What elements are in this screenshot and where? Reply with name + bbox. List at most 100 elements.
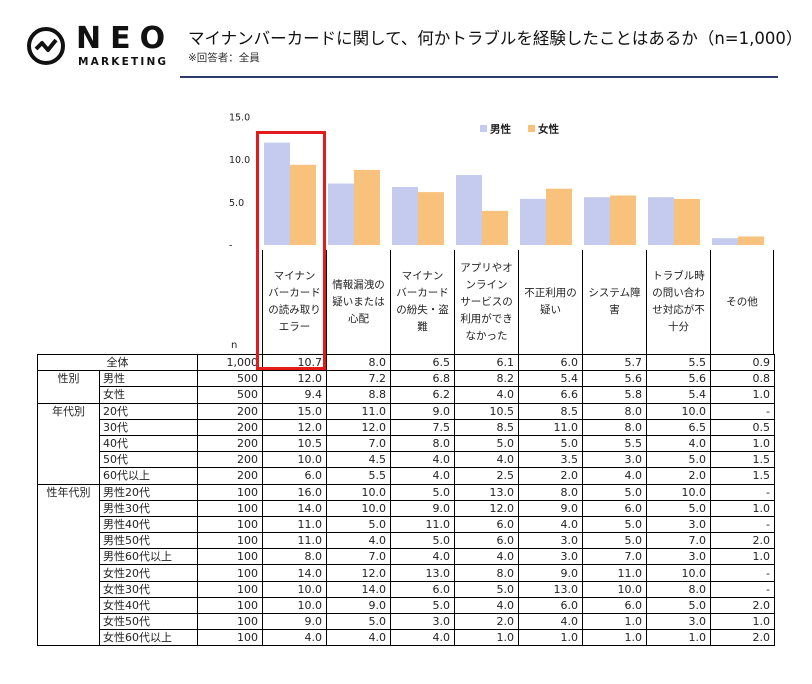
category-label: マイナン バーカード の読み取り エラー xyxy=(262,250,326,354)
value-cell: 2.0 xyxy=(646,467,711,485)
value-cell: 1.5 xyxy=(710,451,775,469)
value-cell: 9.4 xyxy=(262,386,327,404)
value-cell: 7.2 xyxy=(326,370,391,388)
value-cell: 3.0 xyxy=(518,548,583,566)
category-label: 不正利用の 疑い xyxy=(518,250,582,354)
value-cell: 5.0 xyxy=(390,483,455,501)
category-label: システム障 害 xyxy=(582,250,646,354)
row-label: 50代 xyxy=(99,451,198,469)
value-cell: 10.0 xyxy=(582,580,647,598)
n-cell: 100 xyxy=(197,532,263,550)
value-cell: 8.0 xyxy=(390,434,455,453)
value-cell: 4.0 xyxy=(582,467,647,485)
value-cell: 6.0 xyxy=(454,515,519,534)
value-cell: 8.0 xyxy=(646,580,711,598)
value-cell: 6.1 xyxy=(454,353,519,372)
value-cell: 1.0 xyxy=(582,612,647,631)
bar-male xyxy=(264,142,290,245)
value-cell: 4.0 xyxy=(454,451,519,469)
logo-subtext: MARKETING xyxy=(78,56,169,68)
legend-label: 女性 xyxy=(538,123,559,136)
bar-female xyxy=(482,210,508,245)
table-row: 女性60代以上 100 4.0 4.0 4.0 1.0 1.0 1.0 1.0 2.0 xyxy=(38,629,775,647)
data-table: 全体 1,000 10.7 8.0 6.5 6.1 6.0 5.7 5.5 0.9 性別 男性 500 1… xyxy=(37,353,775,647)
row-label: 男性20代 xyxy=(99,483,198,501)
value-cell: 5.0 xyxy=(582,515,647,534)
value-cell: 5.0 xyxy=(646,596,711,615)
table-row: 30代 200 12.0 12.0 7.5 8.5 11.0 8.0 6.5 0.5 xyxy=(38,418,775,436)
value-cell: 12.0 xyxy=(262,370,327,388)
category-label: その他 xyxy=(710,250,774,354)
value-cell: 3.0 xyxy=(390,612,455,631)
group-label: 性別 xyxy=(37,370,100,404)
value-cell: 7.0 xyxy=(582,548,647,566)
respondent-note: ※回答者：全員 xyxy=(188,52,260,64)
value-cell: - xyxy=(710,564,775,582)
value-cell: 5.0 xyxy=(582,483,647,501)
value-cell: 6.2 xyxy=(390,386,455,404)
row-label: 女性 xyxy=(99,386,198,404)
row-label: 40代 xyxy=(99,434,198,453)
value-cell: 1.0 xyxy=(710,612,775,631)
value-cell: 8.5 xyxy=(454,418,519,436)
value-cell: 8.0 xyxy=(454,564,519,582)
value-cell: 5.4 xyxy=(518,370,583,388)
table-row: 女性 500 9.4 8.8 6.2 4.0 6.6 5.8 5.4 1.0 xyxy=(38,386,775,404)
value-cell: 3.5 xyxy=(518,451,583,469)
value-cell: 7.0 xyxy=(646,532,711,550)
value-cell: 5.0 xyxy=(454,434,519,453)
bar-female xyxy=(546,188,572,245)
value-cell: 4.5 xyxy=(326,451,391,469)
value-cell: 12.0 xyxy=(262,418,327,436)
table-row: 女性30代 100 10.0 14.0 6.0 5.0 13.0 10.0 8.0- xyxy=(38,580,775,598)
value-cell: 5.5 xyxy=(326,467,391,485)
y-tick-label: 15.0 xyxy=(229,113,250,124)
n-cell: 100 xyxy=(197,548,263,566)
value-cell: 5.7 xyxy=(582,353,647,372)
value-cell: 10.5 xyxy=(262,434,327,453)
value-cell: 0.9 xyxy=(710,353,775,372)
value-cell: 9.0 xyxy=(390,402,455,420)
value-cell: 3.0 xyxy=(646,515,711,534)
value-cell: 5.5 xyxy=(582,434,647,453)
value-cell: 8.8 xyxy=(326,386,391,404)
value-cell: 11.0 xyxy=(390,515,455,534)
value-cell: 6.0 xyxy=(390,580,455,598)
value-cell: 6.0 xyxy=(582,596,647,615)
n-cell: 500 xyxy=(197,370,263,388)
value-cell: 6.5 xyxy=(646,418,711,436)
table-row: 性別 男性 500 12.0 7.2 6.8 8.2 5.4 5.6 5.6 0.8 xyxy=(37,370,775,404)
row-label: 男性 xyxy=(99,370,198,388)
value-cell: 5.0 xyxy=(390,532,455,550)
value-cell: 15.0 xyxy=(262,402,327,420)
value-cell: 6.0 xyxy=(582,499,647,517)
value-cell: 11.0 xyxy=(518,418,583,436)
value-cell: 9.0 xyxy=(518,499,583,517)
value-cell: 6.0 xyxy=(454,532,519,550)
value-cell: 8.0 xyxy=(262,548,327,566)
value-cell: 2.5 xyxy=(454,467,519,485)
n-cell: 1,000 xyxy=(197,353,263,372)
row-label: 男性60代以上 xyxy=(99,548,198,566)
value-cell: 5.4 xyxy=(646,386,711,404)
logo-word: NEO xyxy=(76,21,175,56)
value-cell: 1.0 xyxy=(518,629,583,647)
n-cell: 200 xyxy=(197,434,263,453)
value-cell: 0.8 xyxy=(710,370,775,388)
bar-male xyxy=(520,198,546,245)
row-label: 女性50代 xyxy=(99,612,198,631)
bar-male xyxy=(392,186,418,245)
category-header-row: マイナン バーカード の読み取り エラー 情報漏洩の 疑いまたは 心配 マイナン バ… xyxy=(262,250,774,354)
bar-male xyxy=(456,175,482,245)
n-cell: 500 xyxy=(197,386,263,404)
value-cell: 5.6 xyxy=(646,370,711,388)
value-cell: 3.0 xyxy=(582,451,647,469)
value-cell: 14.0 xyxy=(326,580,391,598)
value-cell: 2.0 xyxy=(710,532,775,550)
value-cell: 3.0 xyxy=(646,548,711,566)
row-label: 女性30代 xyxy=(99,580,198,598)
value-cell: 5.8 xyxy=(582,386,647,404)
category-label: アプリやオ ンライン サービスの 利用ができ なかった xyxy=(454,250,518,354)
n-cell: 100 xyxy=(197,580,263,598)
value-cell: 4.0 xyxy=(454,386,519,404)
